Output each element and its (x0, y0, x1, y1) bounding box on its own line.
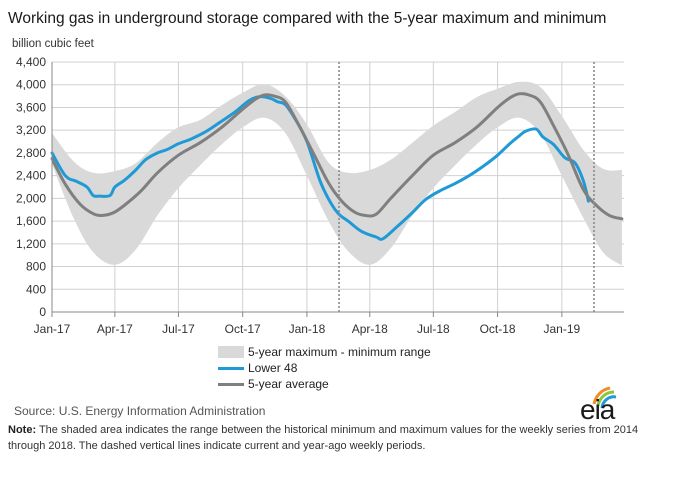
x-tick-labels: Jan-17 Apr-17 Jul-17 Oct-17 Jan-18 Apr-18 Jul-… (34, 322, 581, 336)
chart-title: Working gas in underground storage compa… (8, 10, 607, 27)
y-tick-label: 3,200 (16, 123, 46, 137)
x-tick-label: Jan-17 (34, 322, 71, 336)
legend-item-average: 5-year average (218, 376, 431, 392)
x-tick-label: Jan-19 (543, 322, 580, 336)
y-tick-label: 2,000 (16, 191, 46, 205)
x-tick-label: Oct-18 (480, 322, 516, 336)
x-tick-label: Jul-17 (162, 322, 195, 336)
series-lines-layer (50, 92, 624, 241)
y-tick-label: 4,000 (16, 78, 46, 92)
note-label: Note: (8, 424, 37, 436)
lower48-line (50, 95, 590, 241)
y-tick-label: 800 (26, 260, 46, 274)
eia-logo-arcs-icon (592, 386, 617, 409)
y-tick-labels: 0 400 800 1,200 1,600 2,000 2,400 2,800 3,200 3,6… (16, 55, 46, 319)
axes-layer (51, 62, 624, 317)
x-tick-label: Oct-17 (225, 322, 261, 336)
x-tick-label: Jan-18 (289, 322, 326, 336)
legend-item-lower48: Lower 48 (218, 360, 431, 376)
legend-item-range: 5-year maximum - minimum range (218, 344, 431, 360)
x-tick-label: Jul-18 (417, 322, 450, 336)
x-tick-label: Apr-18 (352, 322, 388, 336)
y-tick-label: 0 (39, 305, 46, 319)
reference-lines-layer (338, 62, 595, 312)
y-tick-label: 400 (26, 282, 46, 296)
y-tick-label: 3,600 (16, 100, 46, 114)
y-axis-unit-label: billion cubic feet (12, 38, 94, 50)
x-tick-label: Apr-17 (97, 322, 133, 336)
storage-chart: 0 400 800 1,200 1,600 2,000 2,400 2,800 3,200 3,6… (16, 55, 624, 336)
y-tick-label: 2,400 (16, 169, 46, 183)
range-swatch (218, 346, 244, 358)
range-band-layer (52, 81, 622, 266)
y-tick-label: 1,600 (16, 214, 46, 228)
eia-logo-text: eia (580, 394, 615, 425)
chart-legend: 5-year maximum - minimum range Lower 48 … (218, 344, 431, 392)
range-band (52, 81, 622, 266)
legend-label-average: 5-year average (248, 377, 329, 391)
legend-label-range: 5-year maximum - minimum range (248, 345, 431, 359)
average-line (50, 92, 624, 221)
y-tick-label: 4,400 (16, 55, 46, 69)
average-swatch (218, 382, 244, 386)
y-tick-label: 2,800 (16, 146, 46, 160)
y-tick-label: 1,200 (16, 237, 46, 251)
note-text: The shaded area indicates the range betw… (8, 424, 639, 452)
source-line: Source: U.S. Energy Information Administ… (14, 404, 266, 418)
lower48-swatch (218, 366, 244, 370)
footnote: Note: The shaded area indicates the rang… (8, 422, 673, 454)
legend-label-lower48: Lower 48 (248, 361, 298, 375)
